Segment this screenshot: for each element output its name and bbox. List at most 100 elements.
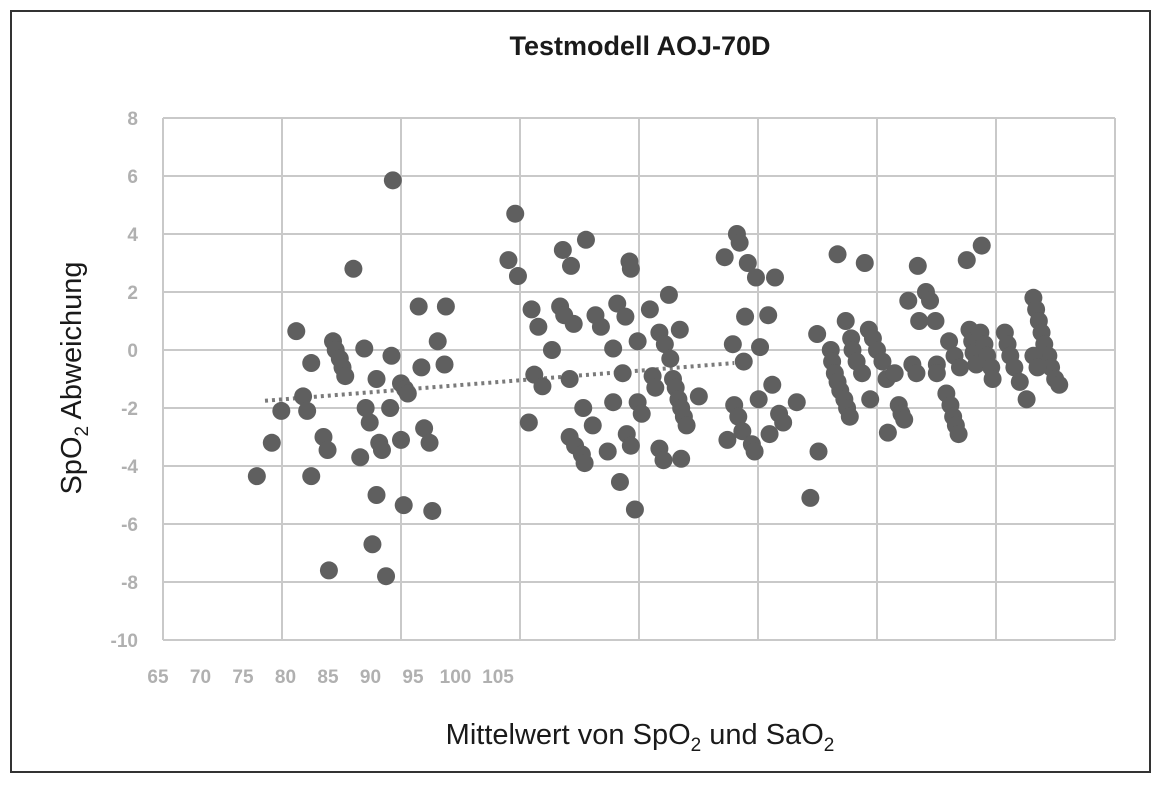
data-point (655, 335, 674, 354)
data-points (247, 171, 1069, 586)
data-point (730, 233, 749, 252)
data-point (689, 387, 708, 406)
y-tick-label: -4 (121, 457, 138, 478)
y-axis-label: SpO2 Abweichung (56, 261, 93, 494)
data-point (381, 399, 400, 417)
data-point (576, 230, 595, 249)
data-point (738, 254, 757, 272)
data-point (654, 451, 673, 470)
x-axis-label: Mittelwert von SpO2 und SaO2 (446, 719, 835, 756)
data-point (787, 393, 806, 412)
data-point (392, 430, 410, 449)
data-point (519, 413, 538, 432)
data-point (801, 488, 820, 507)
data-point (302, 354, 321, 373)
y-tick-label: -8 (121, 573, 138, 594)
y-tick-label: 4 (127, 225, 138, 246)
data-point (533, 377, 552, 396)
data-point (298, 401, 317, 420)
data-point (808, 325, 827, 344)
data-point (670, 320, 689, 339)
data-point (336, 367, 355, 386)
data-point (499, 251, 518, 270)
data-point (661, 349, 680, 368)
x-axis-label-subscript: 2 (824, 735, 835, 756)
y-tick-label: 6 (127, 167, 138, 188)
data-point (1028, 358, 1047, 377)
data-point (659, 285, 678, 304)
data-point (398, 384, 417, 403)
y-axis-label-subscript: 2 (72, 426, 93, 437)
x-axis-label-subscript: 2 (691, 735, 702, 756)
data-point (972, 236, 991, 255)
data-point (736, 307, 755, 326)
data-point (604, 393, 623, 412)
x-tick-label: 105 (482, 667, 514, 688)
data-point (734, 352, 753, 371)
data-point (356, 399, 375, 417)
x-tick-label: 75 (232, 667, 254, 688)
y-tick-label: -6 (121, 515, 138, 536)
data-point (553, 240, 572, 259)
data-point (759, 306, 778, 325)
data-point (855, 254, 874, 272)
data-point (745, 442, 764, 461)
data-point (621, 436, 640, 455)
data-point (564, 314, 583, 333)
data-point (542, 341, 561, 359)
data-point (628, 332, 647, 351)
data-point (583, 416, 602, 435)
data-point (415, 419, 434, 438)
grid-lines (162, 117, 1116, 641)
data-point (363, 535, 382, 554)
data-point (718, 430, 737, 449)
data-point (746, 268, 765, 287)
data-point (529, 317, 548, 336)
data-point (1005, 358, 1024, 377)
data-point (632, 404, 651, 423)
x-axis-label-part: und SaO (701, 719, 824, 751)
data-point (344, 259, 363, 278)
data-point (318, 441, 337, 460)
data-point (921, 291, 940, 310)
chart-title: Testmodell AOJ-70D (509, 31, 770, 61)
data-point (367, 370, 386, 388)
data-point (351, 448, 370, 467)
data-point (575, 454, 594, 473)
data-point (950, 358, 969, 377)
data-point (873, 352, 892, 371)
data-point (598, 442, 617, 461)
y-tick-label: 0 (127, 341, 138, 362)
data-point (372, 441, 391, 460)
data-point (435, 355, 454, 374)
data-point (508, 267, 527, 286)
x-tick-label: 95 (402, 667, 424, 688)
data-point (836, 312, 855, 330)
data-point (957, 251, 976, 270)
data-point (420, 433, 439, 452)
data-point (294, 387, 313, 406)
y-axis-label-part: Abweichung (56, 261, 88, 425)
data-point (287, 322, 306, 341)
data-point (1017, 390, 1036, 409)
data-point (591, 317, 610, 336)
data-point (940, 332, 959, 351)
data-point (983, 370, 1002, 388)
data-point (272, 401, 291, 420)
data-point (562, 256, 580, 275)
x-tick-label: 85 (317, 667, 339, 688)
y-tick-label: 8 (127, 109, 138, 130)
data-point (878, 423, 897, 442)
data-point (640, 300, 659, 319)
data-point (608, 294, 627, 313)
y-tick-label: 2 (127, 283, 138, 304)
data-point (729, 407, 748, 426)
data-point (723, 335, 742, 354)
data-point (766, 268, 784, 287)
data-point (749, 390, 768, 409)
data-point (367, 486, 386, 504)
data-point (247, 467, 266, 486)
data-point (733, 422, 752, 441)
y-tick-label: -2 (121, 399, 138, 420)
